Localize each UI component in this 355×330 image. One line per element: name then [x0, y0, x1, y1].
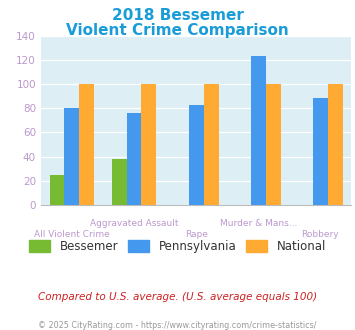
Bar [251, 55, 266, 205]
Bar [65, 109, 80, 205]
Text: Aggravated Assault: Aggravated Assault [90, 219, 178, 228]
Bar [328, 84, 343, 205]
Bar [50, 175, 65, 205]
Text: © 2025 CityRating.com - https://www.cityrating.com/crime-statistics/: © 2025 CityRating.com - https://www.city… [38, 321, 317, 330]
Bar [313, 98, 328, 205]
Text: All Violent Crime: All Violent Crime [34, 230, 110, 239]
Bar [142, 84, 157, 205]
Bar [189, 105, 204, 205]
Legend: Bessemer, Pennsylvania, National: Bessemer, Pennsylvania, National [29, 240, 326, 253]
Bar [127, 113, 141, 205]
Bar [204, 84, 219, 205]
Text: Robbery: Robbery [302, 230, 339, 239]
Text: 2018 Bessemer: 2018 Bessemer [111, 8, 244, 23]
Bar [112, 159, 127, 205]
Text: Violent Crime Comparison: Violent Crime Comparison [66, 23, 289, 38]
Text: Compared to U.S. average. (U.S. average equals 100): Compared to U.S. average. (U.S. average … [38, 292, 317, 302]
Text: Murder & Mans...: Murder & Mans... [220, 219, 297, 228]
Bar [80, 84, 94, 205]
Bar [266, 84, 281, 205]
Text: Rape: Rape [185, 230, 208, 239]
